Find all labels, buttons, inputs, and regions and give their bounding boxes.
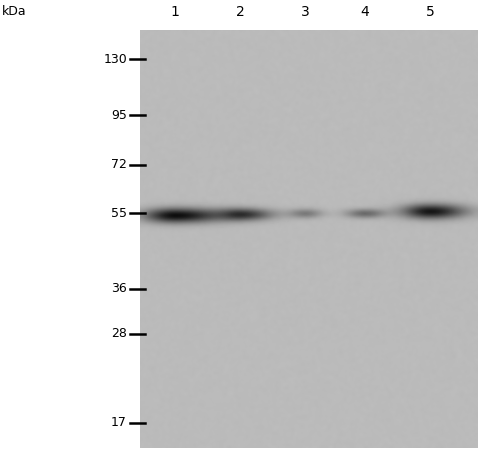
Text: 130: 130 — [103, 53, 127, 66]
Text: 5: 5 — [426, 5, 434, 19]
Text: 17: 17 — [111, 416, 127, 429]
Text: 1: 1 — [170, 5, 180, 19]
Text: 28: 28 — [111, 327, 127, 340]
Text: 95: 95 — [111, 109, 127, 122]
Text: 36: 36 — [111, 282, 127, 295]
Text: 4: 4 — [360, 5, 370, 19]
Text: 2: 2 — [236, 5, 244, 19]
Text: kDa: kDa — [2, 5, 26, 18]
Text: 3: 3 — [300, 5, 310, 19]
Text: 55: 55 — [111, 207, 127, 220]
Text: 72: 72 — [111, 158, 127, 171]
